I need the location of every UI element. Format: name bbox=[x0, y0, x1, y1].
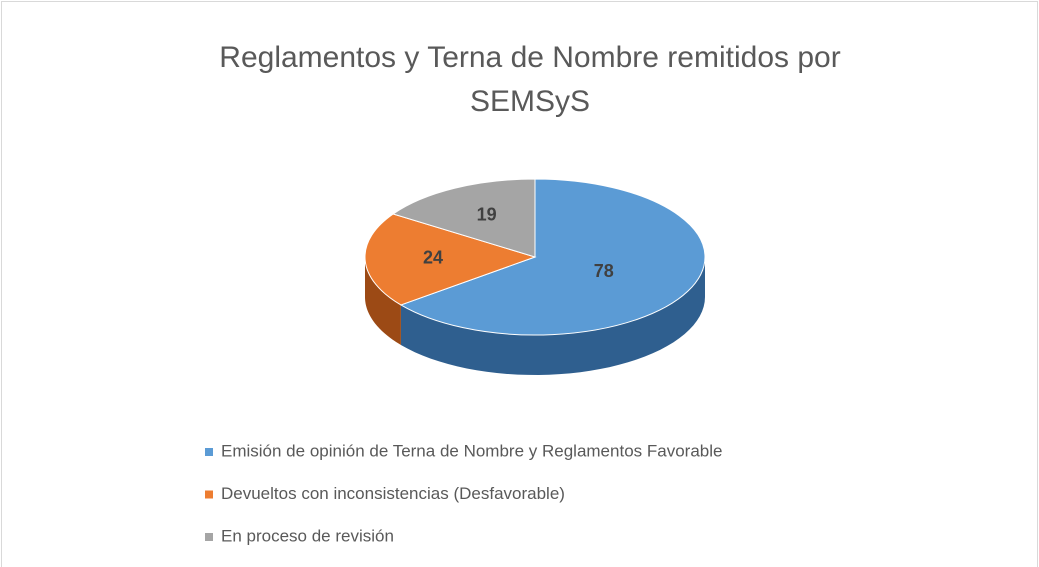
pie-slice bbox=[399, 178, 706, 336]
pie-slice bbox=[364, 213, 537, 306]
legend-marker bbox=[205, 490, 213, 499]
legend-marker bbox=[205, 448, 213, 456]
data-label: 24 bbox=[423, 248, 443, 268]
legend-label: Devueltos con inconsistencias (Desfavora… bbox=[221, 484, 565, 503]
data-label: 78 bbox=[594, 261, 614, 281]
chart-title: Reglamentos y Terna de Nombre remitidos … bbox=[219, 41, 841, 118]
legend-label: En proceso de revisión bbox=[221, 526, 394, 545]
pie-slice bbox=[392, 178, 536, 258]
data-label: 19 bbox=[477, 205, 497, 225]
legend-marker bbox=[205, 533, 213, 541]
legend-label: Emisión de opinión de Terna de Nombre y … bbox=[221, 441, 722, 460]
pie-slice-side bbox=[365, 257, 401, 345]
pie-slice-side bbox=[400, 257, 705, 375]
